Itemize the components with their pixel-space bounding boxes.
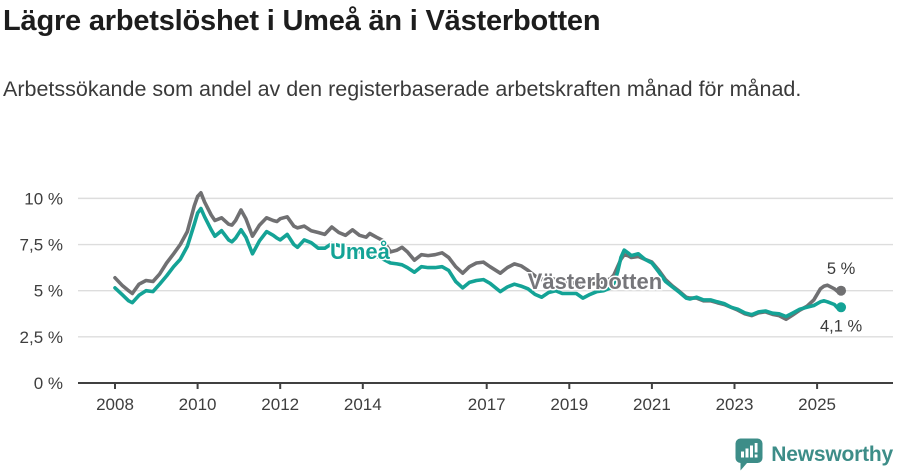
end-dot-umeå — [836, 302, 847, 313]
x-tick-label: 2014 — [344, 395, 382, 414]
x-tick-label: 2025 — [798, 395, 836, 414]
page-title: Lägre arbetslöshet i Umeå än i Västerbot… — [3, 5, 601, 37]
x-tick-label: 2021 — [633, 395, 671, 414]
bar-tall — [750, 445, 754, 458]
brand-name: Newsworthy — [771, 442, 893, 466]
line-västerbotten — [113, 191, 843, 322]
series-label-umeå: Umeå — [330, 239, 391, 264]
series-label-västerbotten: Västerbotten — [528, 269, 662, 294]
x-tick-label: 2008 — [96, 395, 134, 414]
y-tick-label: 2,5 % — [20, 328, 63, 347]
line-umeå — [113, 206, 843, 319]
chart-subtitle: Arbetssökande som andel av den registerb… — [3, 77, 802, 101]
x-tick-label: 2017 — [468, 395, 506, 414]
end-value-label-västerbotten: 5 % — [827, 260, 856, 278]
bar-small — [741, 451, 745, 458]
newsworthy-logo-icon — [735, 438, 763, 471]
x-tick-label: 2019 — [550, 395, 588, 414]
x-tick-label: 2023 — [716, 395, 754, 414]
bar-medium — [745, 448, 749, 458]
y-tick-label: 0 % — [34, 374, 63, 393]
speech-bubble-shape — [735, 438, 763, 471]
y-tick-label: 5 % — [34, 282, 63, 301]
y-tick-label: 10 % — [24, 189, 63, 208]
end-dot-västerbotten — [836, 285, 847, 296]
newsworthy-brand: Newsworthy — [735, 438, 893, 471]
exclamation-dot — [754, 454, 758, 458]
x-tick-label: 2010 — [179, 395, 217, 414]
end-value-label-umeå: 4,1 % — [820, 317, 863, 335]
y-tick-label: 7,5 % — [20, 236, 63, 255]
exclamation-stem — [754, 443, 758, 453]
x-tick-label: 2012 — [261, 395, 299, 414]
